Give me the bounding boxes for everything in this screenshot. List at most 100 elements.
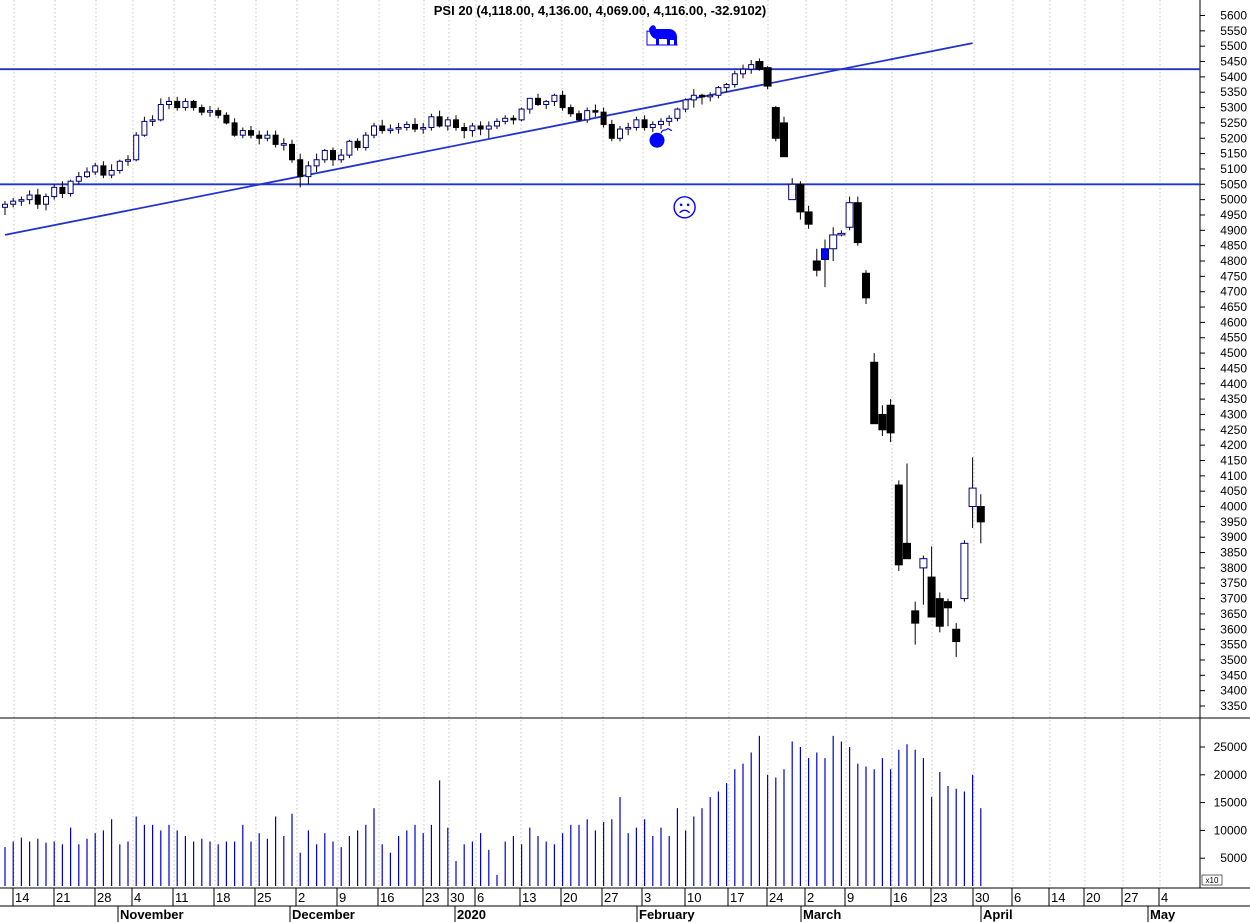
volume-tick-label: 5000 bbox=[1220, 851, 1247, 865]
candle-body bbox=[919, 558, 928, 569]
candle-body bbox=[731, 73, 738, 86]
date-tick-label: 6 bbox=[477, 890, 484, 905]
date-tick-label: 16 bbox=[380, 890, 394, 905]
candle-body bbox=[379, 125, 386, 132]
month-label: 2020 bbox=[457, 907, 486, 922]
candle-body bbox=[321, 150, 328, 161]
face-eye bbox=[686, 203, 690, 207]
candle-body bbox=[10, 200, 17, 205]
face-outline bbox=[673, 196, 696, 219]
candle-body bbox=[821, 248, 829, 260]
date-tick-label: 2 bbox=[807, 890, 814, 905]
date-tick-label: 10 bbox=[687, 890, 701, 905]
candle-body bbox=[84, 171, 90, 178]
candle-body bbox=[755, 61, 764, 70]
candle-body bbox=[330, 150, 336, 161]
price-tick-label: 4450 bbox=[1220, 361, 1247, 375]
bomb-body bbox=[649, 132, 665, 148]
candle-body bbox=[133, 134, 140, 161]
candle-body bbox=[960, 542, 969, 600]
price-tick-label: 5500 bbox=[1220, 39, 1247, 53]
candle-body bbox=[771, 107, 780, 139]
date-tick-label: 4 bbox=[1161, 890, 1168, 905]
candle-body bbox=[494, 120, 500, 127]
candle-body bbox=[625, 127, 632, 130]
candle-body bbox=[485, 125, 492, 130]
date-tick-label: 4 bbox=[134, 890, 141, 905]
candle-body bbox=[280, 143, 287, 146]
candle-body bbox=[886, 404, 895, 434]
date-tick-label: 9 bbox=[847, 890, 854, 905]
price-tick-label: 5450 bbox=[1220, 55, 1247, 69]
candle-body bbox=[272, 134, 279, 145]
candle-body bbox=[34, 194, 41, 205]
candle-body bbox=[198, 107, 205, 113]
candle-body bbox=[477, 125, 484, 130]
price-tick-label: 3850 bbox=[1220, 546, 1247, 560]
candle-body bbox=[354, 140, 361, 148]
candle-body bbox=[207, 110, 213, 113]
volume-unit-box bbox=[1201, 874, 1223, 886]
candle-body bbox=[26, 194, 33, 201]
price-tick-label: 3800 bbox=[1220, 561, 1247, 575]
date-tick-label: 24 bbox=[769, 890, 783, 905]
date-tick-label: 13 bbox=[522, 890, 536, 905]
trendline-layer bbox=[4, 42, 973, 236]
price-tick-label: 4050 bbox=[1220, 484, 1247, 498]
volume-unit: x10 bbox=[1206, 876, 1219, 885]
candle-body bbox=[395, 127, 402, 130]
candle-body bbox=[108, 169, 115, 176]
candle-body bbox=[927, 576, 936, 618]
price-tick-label: 3500 bbox=[1220, 653, 1247, 667]
date-tick-label: 9 bbox=[339, 890, 346, 905]
price-tick-label: 5100 bbox=[1220, 162, 1247, 176]
candle-body bbox=[608, 123, 615, 139]
price-tick-label: 5400 bbox=[1220, 70, 1247, 84]
candle-body bbox=[633, 119, 640, 129]
candle-body bbox=[231, 122, 238, 136]
signal-markers bbox=[646, 25, 696, 219]
price-tick-label: 5050 bbox=[1220, 177, 1247, 191]
month-label: February bbox=[639, 907, 695, 922]
date-tick-label: 6 bbox=[1014, 890, 1021, 905]
candle-body bbox=[461, 127, 468, 132]
candle-body bbox=[944, 601, 952, 609]
candle-body bbox=[935, 598, 944, 627]
price-tick-label: 5200 bbox=[1220, 131, 1247, 145]
month-label: December bbox=[292, 907, 355, 922]
candle-body bbox=[313, 159, 320, 167]
candle-body bbox=[51, 186, 58, 198]
candle-body bbox=[674, 108, 681, 119]
candle-body bbox=[837, 232, 846, 236]
price-tick-label: 5550 bbox=[1220, 24, 1247, 38]
bomb-icon bbox=[649, 128, 673, 148]
candle-body bbox=[748, 64, 755, 70]
candle-body bbox=[305, 165, 312, 178]
date-tick-label: 17 bbox=[730, 890, 744, 905]
date-tick-label: 14 bbox=[1051, 890, 1065, 905]
candle-body bbox=[559, 94, 566, 109]
candle-body bbox=[420, 127, 427, 130]
candle-body bbox=[297, 159, 304, 178]
candle-body bbox=[723, 84, 730, 89]
candle-body bbox=[190, 100, 197, 109]
candle-body bbox=[690, 94, 697, 101]
candle-body bbox=[617, 128, 623, 139]
date-tick-label: 28 bbox=[97, 890, 111, 905]
candle-body bbox=[715, 87, 722, 96]
candle-body bbox=[125, 159, 131, 162]
candle-body bbox=[428, 116, 435, 129]
chart-title: PSI 20 (4,118.00, 4,136.00, 4,069.00, 4,… bbox=[434, 3, 767, 18]
candle-body bbox=[666, 117, 673, 122]
candle-body bbox=[567, 107, 574, 115]
volume-tick-label: 25000 bbox=[1214, 740, 1248, 754]
candle-body bbox=[526, 97, 533, 110]
price-tick-label: 4700 bbox=[1220, 285, 1247, 299]
date-tick-label: 18 bbox=[216, 890, 230, 905]
candle-body bbox=[535, 97, 541, 105]
price-tick-label: 4250 bbox=[1220, 423, 1247, 437]
month-label: March bbox=[803, 907, 841, 922]
price-tick-label: 5300 bbox=[1220, 101, 1247, 115]
price-tick-label: 4400 bbox=[1220, 377, 1247, 391]
